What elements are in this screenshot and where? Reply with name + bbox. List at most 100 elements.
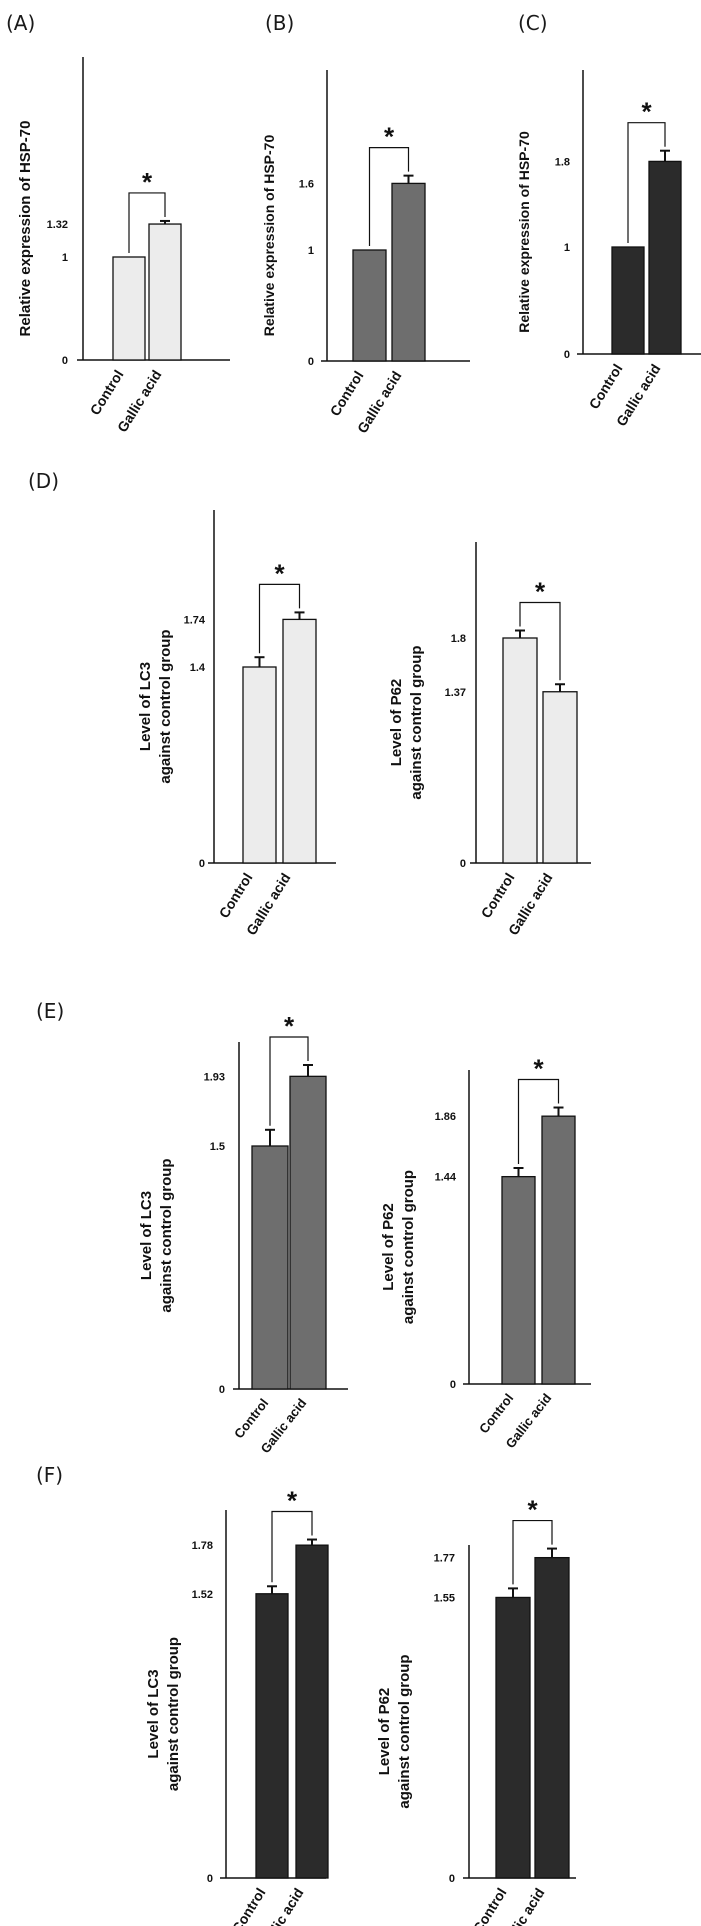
y-axis-label: Level of LC3 xyxy=(138,1191,155,1280)
y-tick-label: 0 xyxy=(460,858,466,870)
y-tick-label: 0 xyxy=(199,858,205,870)
chart-f1: Level of LC3 against control group 0 1.52 1.… xyxy=(145,1486,329,1926)
chart-e1: Level of LC3 against control group 0 1.5 1.9… xyxy=(138,1011,348,1456)
bar-control xyxy=(352,249,387,362)
x-category-label: Control xyxy=(586,361,626,412)
chart-e2: Level of P62 against control group 0 1.44 1.… xyxy=(380,1054,591,1451)
significance-star: * xyxy=(527,1495,538,1525)
y-axis-label: Level of LC3 xyxy=(145,1669,162,1758)
x-category-label: Control xyxy=(470,1885,510,1926)
significance-bracket xyxy=(258,583,301,654)
y-axis-label: Relative expression of HSP-70 xyxy=(516,131,532,333)
y-tick-label: 1.37 xyxy=(445,687,466,699)
chart-c: Relative expression of HSP-70 0 1 1.8 * Contr… xyxy=(516,70,701,429)
y-tick-label: 1 xyxy=(62,252,68,264)
y-tick-label: 0 xyxy=(450,1379,456,1391)
y-axis-label-2: against control group xyxy=(396,1654,413,1808)
significance-star: * xyxy=(287,1486,298,1516)
x-category-label: Control xyxy=(87,367,127,418)
bar-control xyxy=(255,1593,289,1879)
y-tick-label: 1 xyxy=(564,242,570,254)
bar-gallic-acid xyxy=(148,223,182,361)
bar-gallic-acid xyxy=(282,618,317,864)
y-tick-label: 0 xyxy=(207,1873,213,1885)
panel-label-c: (C) xyxy=(518,11,548,35)
y-axis-label: Level of P62 xyxy=(380,1203,397,1291)
significance-star: * xyxy=(142,167,153,197)
bar-gallic-acid xyxy=(391,182,426,362)
chart-f2: Level of P62 against control group 0 1.55 1.… xyxy=(376,1495,576,1926)
y-tick-label: 1.78 xyxy=(192,1540,213,1552)
y-tick-label: 0 xyxy=(219,1384,225,1396)
x-category-label: Control xyxy=(327,368,367,419)
y-axis-label-2: against control group xyxy=(400,1170,417,1324)
panel-label-f: (F) xyxy=(36,1463,63,1487)
bar-control xyxy=(501,1175,536,1385)
y-tick-label: 1.86 xyxy=(435,1111,456,1123)
bar-control xyxy=(495,1596,531,1879)
x-category-label: Control xyxy=(231,1396,271,1442)
y-tick-label: 1.5 xyxy=(210,1141,225,1153)
panel-label-b: (B) xyxy=(265,11,294,35)
y-tick-label: 1.6 xyxy=(299,178,314,190)
chart-a: Relative expression of HSP-70 0 1 1.32 * Cont… xyxy=(17,57,230,435)
significance-star: * xyxy=(641,97,652,127)
significance-bracket xyxy=(128,192,166,253)
y-axis-label: Relative expression of HSP-70 xyxy=(17,121,34,337)
significance-bracket xyxy=(368,147,410,246)
y-tick-label: 1.44 xyxy=(435,1172,457,1184)
bar-gallic-acid xyxy=(289,1075,327,1390)
panel-label-a: (A) xyxy=(6,11,35,35)
y-tick-label: 0 xyxy=(449,1873,455,1885)
chart-b: Relative expression of HSP-70 0 1 1.6 * Contr… xyxy=(261,70,470,436)
significance-bracket xyxy=(271,1510,313,1583)
significance-star: * xyxy=(274,558,285,588)
bar-control xyxy=(242,666,277,864)
y-tick-label: 1.32 xyxy=(47,219,68,231)
x-category-label: Control xyxy=(476,1391,516,1437)
y-axis-label: Relative expression of HSP-70 xyxy=(261,135,277,337)
y-axis-label-2: against control group xyxy=(158,1158,175,1312)
significance-bracket xyxy=(627,122,666,243)
y-tick-label: 1.93 xyxy=(204,1071,225,1083)
x-category-label: Control xyxy=(478,870,518,921)
bar-control xyxy=(611,246,645,355)
significance-bracket xyxy=(517,1078,560,1164)
chart-d2: Level of P62 against control group 0 1.37 1.… xyxy=(388,542,591,938)
panel-label-d: (D) xyxy=(28,469,59,493)
bar-gallic-acid xyxy=(542,691,578,864)
significance-star: * xyxy=(533,1054,544,1084)
y-tick-label: 1.8 xyxy=(451,633,466,645)
y-axis-label-2: against control group xyxy=(408,645,425,799)
y-tick-label: 1.77 xyxy=(434,1553,455,1565)
y-axis-label: Level of LC3 xyxy=(137,662,154,751)
y-tick-label: 0 xyxy=(308,356,314,368)
y-tick-label: 0 xyxy=(564,349,570,361)
y-tick-label: 1 xyxy=(308,245,314,257)
x-category-label: Control xyxy=(216,870,256,921)
significance-star: * xyxy=(284,1011,295,1041)
y-axis-label: Level of P62 xyxy=(376,1688,393,1776)
y-axis-label-2: against control group xyxy=(165,1637,182,1791)
y-tick-label: 1.74 xyxy=(184,614,206,626)
bar-control xyxy=(502,637,538,864)
significance-bracket xyxy=(519,601,561,681)
x-category-label: Control xyxy=(229,1885,269,1926)
y-axis-label: Level of P62 xyxy=(388,679,405,767)
y-tick-label: 1.8 xyxy=(555,156,570,168)
significance-bracket xyxy=(269,1036,309,1126)
panel-label-e: (E) xyxy=(36,999,64,1023)
significance-bracket xyxy=(512,1519,553,1585)
bar-control xyxy=(112,256,146,361)
y-tick-label: 1.4 xyxy=(190,662,206,674)
significance-star: * xyxy=(535,577,546,607)
significance-star: * xyxy=(384,122,395,152)
bar-gallic-acid xyxy=(295,1544,329,1879)
chart-d1: Level of LC3 against control group 0 1.4 1.7… xyxy=(137,510,336,938)
y-tick-label: 0 xyxy=(62,355,68,367)
bar-gallic-acid xyxy=(541,1115,576,1385)
y-tick-label: 1.55 xyxy=(434,1592,455,1604)
bar-gallic-acid xyxy=(534,1556,570,1879)
bar-gallic-acid xyxy=(648,160,682,355)
